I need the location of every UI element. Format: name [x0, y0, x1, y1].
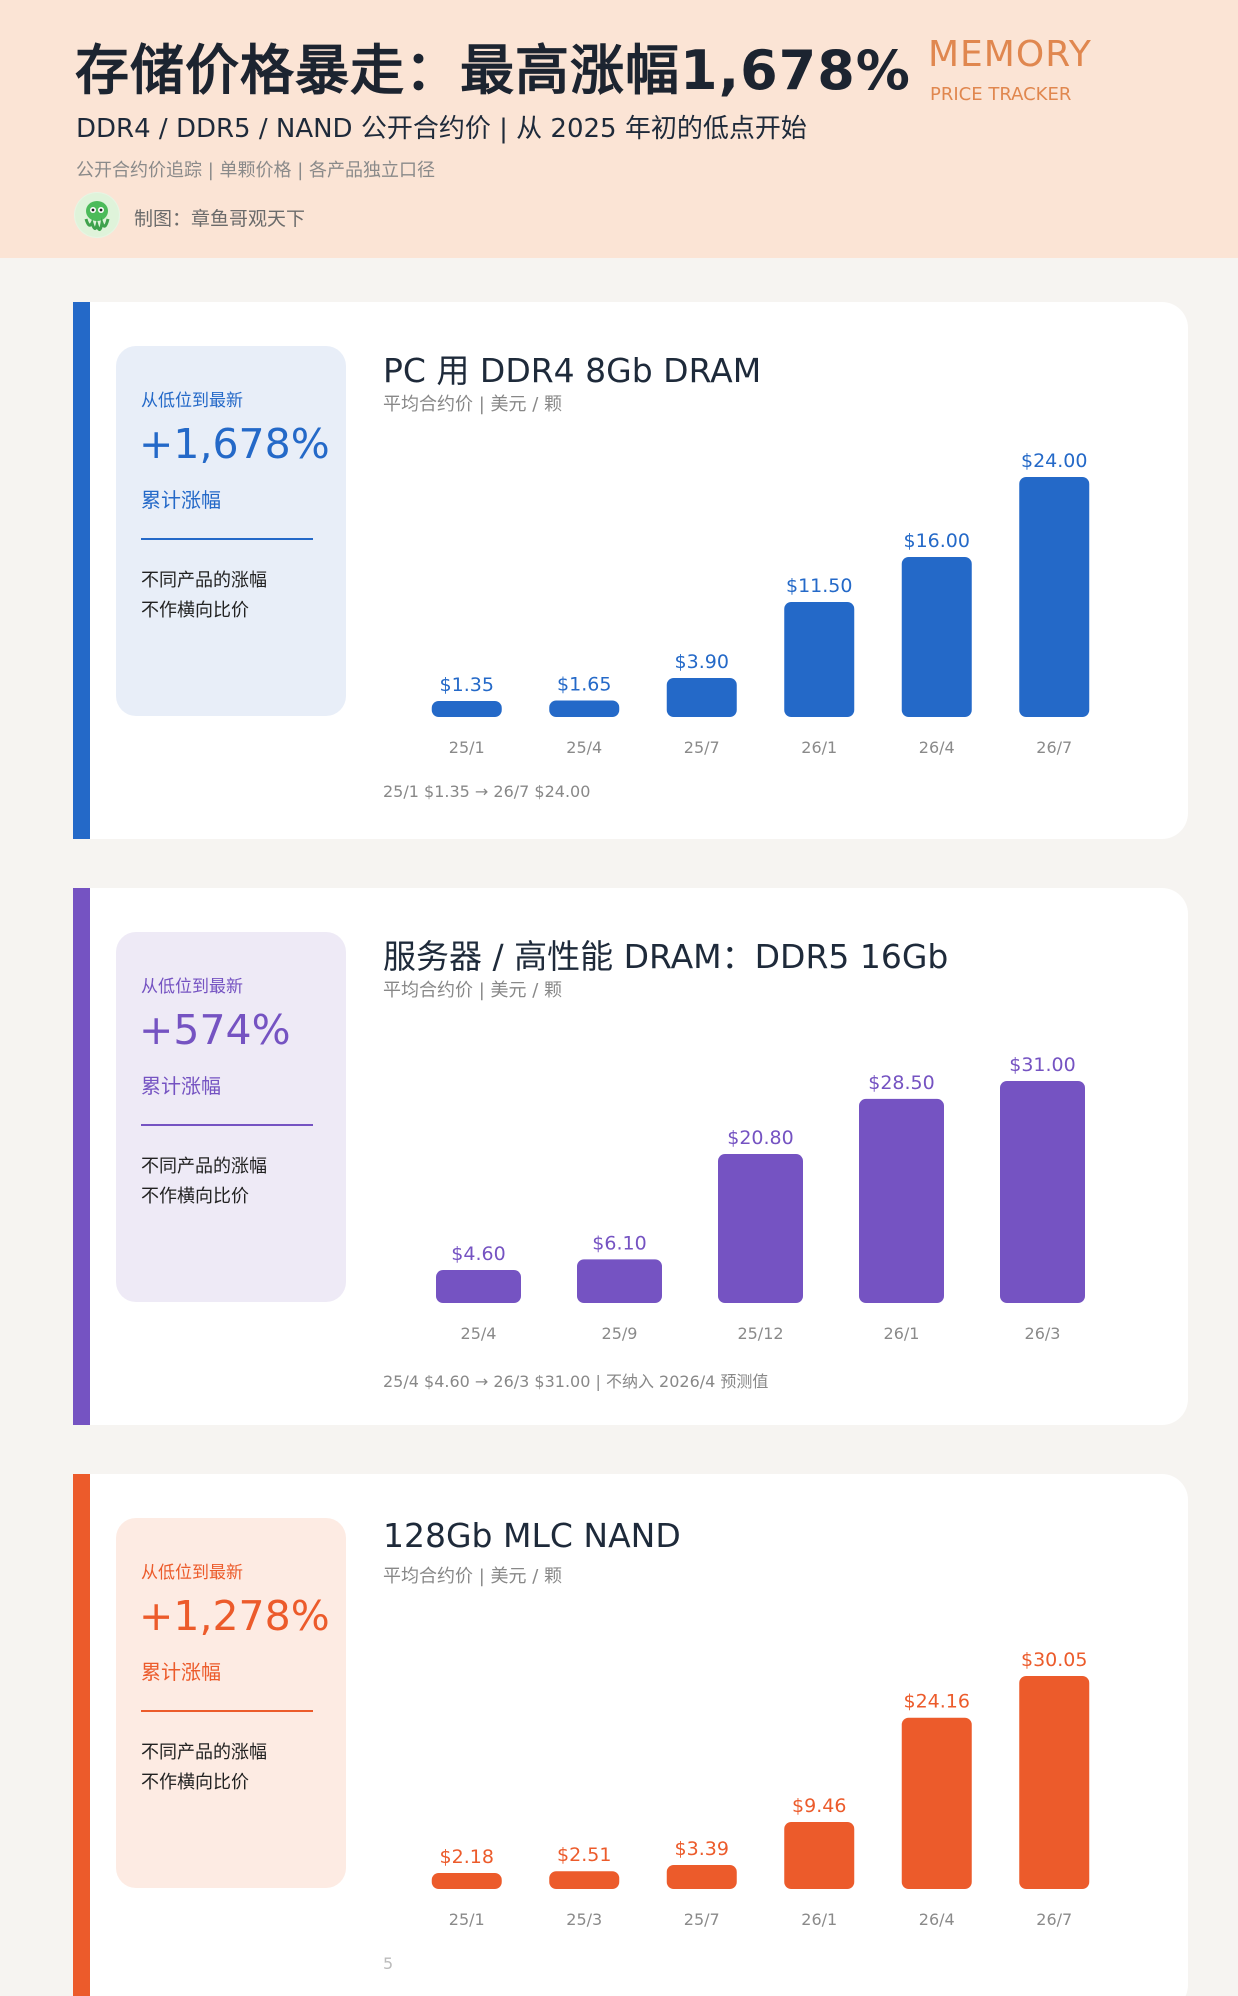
bar-chart-ddr4: $1.35 25/1 $1.65 25/4 $3.90 25/7 $11.50 26/1 $16… [431, 450, 1090, 757]
summary-caption: 累计涨幅 [141, 1074, 221, 1098]
bar-value-label: $11.50 [786, 575, 852, 597]
bar-value-label: $24.00 [1021, 450, 1087, 472]
accent-bar [73, 1474, 90, 1996]
x-tick-label: 25/9 [602, 1324, 638, 1343]
x-tick-label: 25/3 [566, 1910, 602, 1929]
bar-value-label: $30.05 [1021, 1649, 1087, 1671]
summary-label: 从低位到最新 [141, 977, 243, 997]
chart-card-nand: 从低位到最新 +1,278% 累计涨幅 不同产品的涨幅 不作横向比价 128Gb… [73, 1474, 1188, 1996]
summary-divider [141, 1124, 313, 1126]
bar-value-label: $24.16 [904, 1691, 970, 1713]
bar-value-label: $3.90 [675, 651, 729, 673]
summary-panel: 从低位到最新 +1,678% 累计涨幅 不同产品的涨幅 不作横向比价 [116, 346, 346, 716]
x-tick-label: 26/3 [1025, 1324, 1061, 1343]
x-tick-label: 25/7 [684, 738, 720, 757]
summary-note-line1: 不同产品的涨幅 [141, 1742, 267, 1763]
bar-25-1 [431, 701, 502, 717]
bar-value-label: $4.60 [451, 1243, 505, 1265]
summary-note-line2: 不作横向比价 [141, 1772, 249, 1793]
bar-value-label: $28.50 [868, 1072, 934, 1094]
chart-footnote: 25/4 $4.60 → 26/3 $31.00 | 不纳入 2026/4 预测… [383, 1372, 769, 1391]
bar-value-label: $3.39 [675, 1838, 729, 1860]
bar-25-7 [666, 678, 737, 717]
x-tick-label: 25/4 [566, 738, 602, 757]
bar-chart-nand: $2.18 25/1 $2.51 25/3 $3.39 25/7 $9.46 26/1 $24.… [431, 1649, 1090, 1929]
summary-caption: 累计涨幅 [141, 488, 221, 512]
chart-footnote: 5 [383, 1954, 394, 1973]
author-avatar [74, 192, 120, 238]
chart-card-ddr4: 从低位到最新 +1,678% 累计涨幅 不同产品的涨幅 不作横向比价 PC 用 … [73, 302, 1188, 839]
summary-note-line1: 不同产品的涨幅 [141, 1156, 267, 1177]
header-banner: 存储价格暴走：最高涨幅1,678% DDR4 / DDR5 / NAND 公开合… [0, 0, 1238, 258]
bar-value-label: $6.10 [592, 1232, 646, 1254]
x-tick-label: 26/7 [1036, 1910, 1072, 1929]
bar-26-4 [901, 557, 972, 717]
bar-25-7 [666, 1864, 737, 1889]
bar-chart-ddr5: $4.60 25/4 $6.10 25/9 $20.80 25/12 $28.50 26/1 $… [436, 1054, 1085, 1343]
chart-title: 128Gb MLC NAND [383, 1516, 681, 1555]
x-tick-label: 25/4 [461, 1324, 497, 1343]
x-tick-label: 25/1 [449, 738, 485, 757]
x-tick-label: 26/7 [1036, 738, 1072, 757]
x-tick-label: 25/1 [449, 1910, 485, 1929]
summary-value: +1,678% [139, 420, 330, 468]
bar-value-label: $2.51 [557, 1844, 611, 1866]
chart-title: PC 用 DDR4 8Gb DRAM [383, 351, 762, 390]
summary-caption: 累计涨幅 [141, 1660, 221, 1684]
summary-panel: 从低位到最新 +1,278% 累计涨幅 不同产品的涨幅 不作横向比价 [116, 1518, 346, 1888]
page-subtitle: DDR4 / DDR5 / NAND 公开合约价 | 从 2025 年初的低点开… [76, 114, 807, 144]
x-tick-label: 26/1 [801, 1910, 837, 1929]
brand-memory: MEMORY [928, 34, 1092, 75]
bar-26-1 [859, 1098, 944, 1303]
summary-label: 从低位到最新 [141, 1563, 243, 1583]
summary-divider [141, 538, 313, 540]
bar-value-label: $1.35 [440, 674, 494, 696]
bar-25-4 [436, 1270, 521, 1303]
chart-unit: 平均合约价 | 美元 / 颗 [383, 1566, 563, 1587]
accent-bar [73, 888, 90, 1425]
x-tick-label: 25/7 [684, 1910, 720, 1929]
bar-25-3 [549, 1871, 620, 1889]
bar-value-label: $1.65 [557, 674, 611, 696]
x-tick-label: 26/4 [919, 1910, 955, 1929]
x-tick-label: 26/1 [801, 738, 837, 757]
summary-note-line2: 不作横向比价 [141, 600, 249, 621]
summary-value: +574% [139, 1006, 291, 1054]
bar-25-4 [549, 700, 620, 717]
bar-25-1 [431, 1873, 502, 1889]
chart-title: 服务器 / 高性能 DRAM：DDR5 16Gb [383, 937, 949, 976]
x-tick-label: 25/12 [737, 1324, 783, 1343]
bar-value-label: $31.00 [1009, 1054, 1075, 1076]
octopus-avatar-icon [75, 193, 119, 237]
summary-note-line2: 不作横向比价 [141, 1186, 249, 1207]
x-tick-label: 26/4 [919, 738, 955, 757]
bar-26-4 [901, 1717, 972, 1889]
bar-26-1 [784, 1821, 855, 1889]
chart-unit: 平均合约价 | 美元 / 颗 [383, 394, 563, 415]
accent-bar [73, 302, 90, 839]
bar-value-label: $9.46 [792, 1795, 846, 1817]
chart-footnote: 25/1 $1.35 → 26/7 $24.00 [383, 782, 591, 801]
bar-25-12 [718, 1154, 803, 1303]
bar-26-7 [1019, 477, 1090, 717]
summary-value: +1,278% [139, 1592, 330, 1640]
page-title: 存储价格暴走：最高涨幅1,678% [75, 39, 911, 102]
summary-note-line1: 不同产品的涨幅 [141, 570, 267, 591]
bar-26-7 [1019, 1676, 1090, 1889]
summary-panel: 从低位到最新 +574% 累计涨幅 不同产品的涨幅 不作横向比价 [116, 932, 346, 1302]
summary-divider [141, 1710, 313, 1712]
author-credit: 制图：章鱼哥观天下 [134, 208, 306, 230]
brand-price-tracker: PRICE TRACKER [930, 84, 1072, 105]
bar-value-label: $16.00 [904, 530, 970, 552]
chart-card-ddr5: 从低位到最新 +574% 累计涨幅 不同产品的涨幅 不作横向比价 服务器 / 高… [73, 888, 1188, 1425]
chart-unit: 平均合约价 | 美元 / 颗 [383, 980, 563, 1001]
bar-value-label: $20.80 [727, 1127, 793, 1149]
bar-25-9 [577, 1259, 662, 1303]
bar-26-1 [784, 602, 855, 717]
page-note: 公开合约价追踪 | 单颗价格 | 各产品独立口径 [76, 160, 436, 181]
bar-value-label: $2.18 [440, 1846, 494, 1868]
x-tick-label: 26/1 [884, 1324, 920, 1343]
bar-26-3 [1000, 1081, 1085, 1303]
summary-label: 从低位到最新 [141, 391, 243, 411]
